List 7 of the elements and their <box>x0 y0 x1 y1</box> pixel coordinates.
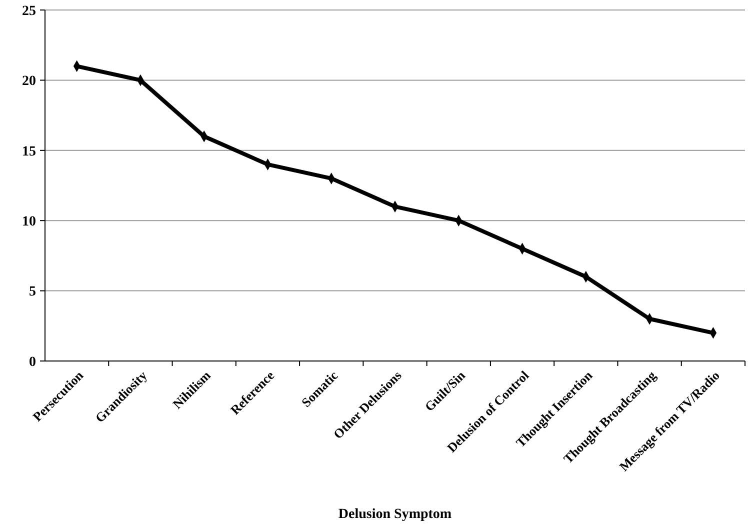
y-tick-label: 5 <box>29 284 36 300</box>
y-tick-label: 0 <box>29 354 36 370</box>
x-axis-title: Delusion Symptom <box>338 507 452 522</box>
y-tick-label: 25 <box>22 4 36 19</box>
y-tick-label: 20 <box>22 74 36 90</box>
y-tick-label: 10 <box>22 214 36 230</box>
y-tick-label: 15 <box>22 144 36 160</box>
